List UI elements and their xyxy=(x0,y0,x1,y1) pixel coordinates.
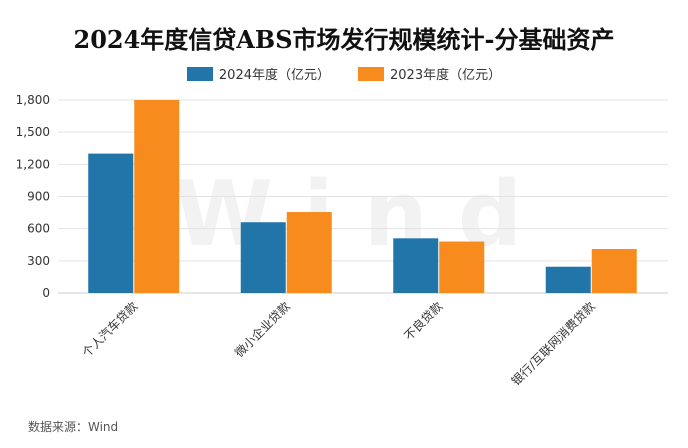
bar-2023-1 xyxy=(286,212,332,293)
x-tick-label: 个人汽车贷款 xyxy=(79,299,141,361)
legend-label-2024: 2024年度（亿元） xyxy=(218,68,330,83)
bar-2023-3 xyxy=(591,249,637,293)
legend-item-2023[interactable]: 2023年度（亿元） xyxy=(358,64,501,83)
legend-swatch-2023 xyxy=(358,66,384,81)
y-tick-label: 1,200 xyxy=(16,157,50,171)
legend-label-2023: 2023年度（亿元） xyxy=(390,68,502,83)
chart-title: 2024年度信贷ABS市场发行规模统计-分基础资产 xyxy=(73,25,615,54)
bar-2023-0 xyxy=(134,100,180,293)
y-tick-label: 300 xyxy=(27,254,50,268)
watermark-text: Wind xyxy=(174,162,553,267)
y-tick-label: 0 xyxy=(42,286,50,300)
bar-2024-1 xyxy=(240,222,286,293)
y-tick-label: 600 xyxy=(27,222,50,236)
bar-2024-2 xyxy=(393,238,439,293)
legend-item-2024[interactable]: 2024年度（亿元） xyxy=(186,64,330,83)
bar-2024-3 xyxy=(545,266,591,293)
y-tick-label: 900 xyxy=(27,190,50,204)
x-tick-label: 微小企业贷款 xyxy=(231,299,293,361)
source-note: 数据来源：Wind xyxy=(28,420,119,434)
y-tick-label: 1,500 xyxy=(16,125,50,139)
bar-2023-2 xyxy=(439,241,485,293)
x-tick-label: 银行/互联网消费贷款 xyxy=(509,299,598,388)
x-tick-label: 不良贷款 xyxy=(401,299,446,344)
y-tick-label: 1,800 xyxy=(16,93,50,107)
bar-2024-0 xyxy=(88,153,134,293)
legend: 2024年度（亿元） 2023年度（亿元） xyxy=(0,64,688,83)
legend-swatch-2024 xyxy=(186,66,213,81)
